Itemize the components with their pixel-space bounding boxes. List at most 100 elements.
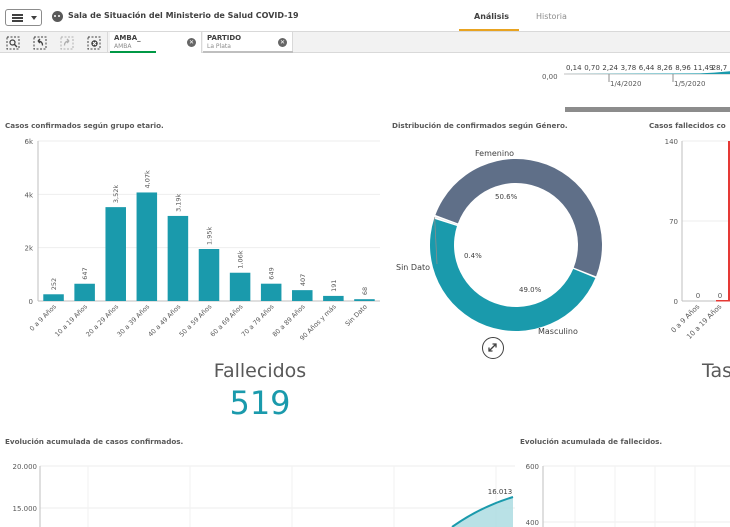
data-label-masculino: 49.0% xyxy=(519,286,542,294)
y-tick-label: 0 xyxy=(674,298,678,306)
expand-icon xyxy=(488,343,497,352)
tab-historia[interactable]: Historia xyxy=(536,12,567,21)
data-label: 6,44 xyxy=(639,64,655,72)
bar[interactable] xyxy=(354,299,375,301)
data-label: 0,14 xyxy=(566,64,582,72)
data-label: 647 xyxy=(81,267,89,279)
data-label: 0 xyxy=(696,292,700,300)
data-label: 8,26 xyxy=(657,64,673,72)
pie-slice-masculino[interactable] xyxy=(430,218,596,331)
active-tab-indicator xyxy=(459,29,519,31)
series-area xyxy=(564,71,730,74)
data-label: 1,06k xyxy=(237,250,245,268)
evo-deaths-chart: 600 400 xyxy=(526,463,730,527)
clear-selections-icon[interactable] xyxy=(87,35,101,50)
step-forward-icon[interactable] xyxy=(60,35,74,50)
bar[interactable] xyxy=(728,141,730,301)
data-label: 191 xyxy=(330,279,338,291)
y-tick-label: 0,00 xyxy=(542,73,558,81)
chevron-down-icon xyxy=(31,16,37,20)
selection-state-bar xyxy=(110,51,156,53)
bar[interactable] xyxy=(716,300,730,302)
y-tick-label: 2k xyxy=(24,245,33,253)
y-tick-label: 6k xyxy=(24,138,33,146)
app-title: Sala de Situación del Ministerio de Salu… xyxy=(68,11,299,20)
deaths-age-chart: 140 70 0 0 0 0 a 9 Años 10 a 19 Años xyxy=(665,138,730,341)
selection-chip-partido[interactable]: PARTIDO La Plata ✕ xyxy=(203,32,293,53)
data-label: 3,52k xyxy=(112,185,120,203)
bar[interactable] xyxy=(167,215,189,301)
data-label: 649 xyxy=(268,267,276,279)
bar[interactable] xyxy=(292,290,313,301)
bar[interactable] xyxy=(43,294,64,301)
data-label: 4,07k xyxy=(143,170,151,188)
close-icon[interactable]: ✕ xyxy=(187,38,196,47)
data-label: 11,49 xyxy=(693,64,713,72)
navigation-menu-button[interactable] xyxy=(5,9,42,26)
x-tick-label: Sin Dato xyxy=(344,303,369,328)
bar[interactable] xyxy=(229,272,251,301)
bar[interactable] xyxy=(198,249,220,301)
y-tick-label: 4k xyxy=(24,191,33,199)
bar[interactable] xyxy=(105,207,126,301)
selection-chip-amba[interactable]: AMBA_ AMBA ✕ xyxy=(110,32,202,53)
chart-title-deaths-age: Casos fallecidos co xyxy=(649,121,726,130)
data-label: 407 xyxy=(299,274,307,286)
selection-field-name: PARTIDO xyxy=(207,34,242,42)
legend-label-masculino: Masculino xyxy=(538,327,578,336)
app-toolbar: Sala de Situación del Ministerio de Salu… xyxy=(0,0,730,32)
chart-title-age: Casos confirmados según grupo etario. xyxy=(5,121,164,130)
gender-donut-chart: Femenino Sin Dato Masculino 50.6% 0.4% 4… xyxy=(396,149,602,336)
selections-bar: AMBA_ AMBA ✕ PARTIDO La Plata ✕ xyxy=(0,32,730,53)
data-label-femenino: 50.6% xyxy=(495,193,518,201)
series-line xyxy=(451,496,514,527)
data-label: 28,7 xyxy=(712,64,728,72)
step-back-icon[interactable] xyxy=(33,35,47,50)
data-label: 8,96 xyxy=(675,64,691,72)
selection-field-value: AMBA xyxy=(114,43,132,50)
age-bar-chart: 0 2k 4k 6k 252 647 3,52k 4,07k 3,19k 1,95k 1,06k 6… xyxy=(24,138,380,342)
y-tick-label: 140 xyxy=(665,138,678,146)
pie-slice-sin-dato[interactable] xyxy=(434,216,458,225)
bar[interactable] xyxy=(136,192,158,301)
toolbar-divider xyxy=(107,32,108,53)
evo-confirmed-chart: 20.000 15.000 16.013 xyxy=(13,463,515,527)
data-label: 0,70 xyxy=(584,64,600,72)
x-tick-label: 0 a 9 Años xyxy=(28,302,58,332)
kpi-value: 519 xyxy=(229,384,291,422)
chart-title-gender: Distribución de confirmados según Género… xyxy=(392,121,568,130)
close-icon[interactable]: ✕ xyxy=(278,38,287,47)
hamburger-icon xyxy=(12,14,23,22)
data-label: 16.013 xyxy=(488,488,513,496)
y-tick-label: 400 xyxy=(526,519,539,527)
y-tick-label: 0 xyxy=(29,298,33,306)
pie-slice-femenino[interactable] xyxy=(435,158,602,277)
bar[interactable] xyxy=(323,295,344,301)
series-area xyxy=(452,497,513,527)
tab-analisis[interactable]: Análisis xyxy=(474,12,510,21)
chart-title-evo-confirmed: Evolución acumulada de casos confirmados… xyxy=(5,437,184,446)
bar[interactable] xyxy=(74,283,95,301)
data-label: 2,24 xyxy=(602,64,618,72)
leader-line xyxy=(434,217,438,265)
expand-chart-button[interactable] xyxy=(482,337,504,359)
legend-label-sin-dato: Sin Dato xyxy=(396,263,430,272)
date-tick-label: 1/4/2020 xyxy=(610,80,641,88)
y-tick-label: 70 xyxy=(669,218,678,226)
selection-field-name: AMBA_ xyxy=(114,34,141,42)
app-icon xyxy=(52,11,63,22)
data-label-sin-dato: 0.4% xyxy=(464,252,482,260)
selection-state-bar xyxy=(203,51,293,53)
data-label: 3,19k xyxy=(174,193,182,211)
rate-chart-strip: 0,00 0,14 0,70 2,24 3,78 6,44 8,26 8,96 11,4928… xyxy=(542,64,730,112)
data-label: 1,95k xyxy=(206,227,214,245)
kpi-title: Fallecidos xyxy=(213,360,307,382)
kpi-title-clipped: Tas xyxy=(702,360,730,382)
data-label: 68 xyxy=(361,287,369,295)
legend-label-femenino: Femenino xyxy=(475,149,514,158)
scrollbar-thumb[interactable] xyxy=(565,107,730,112)
y-tick-label: 20.000 xyxy=(13,463,38,471)
data-label: 252 xyxy=(50,278,58,290)
bar[interactable] xyxy=(260,283,282,301)
smart-search-icon[interactable] xyxy=(6,35,20,50)
